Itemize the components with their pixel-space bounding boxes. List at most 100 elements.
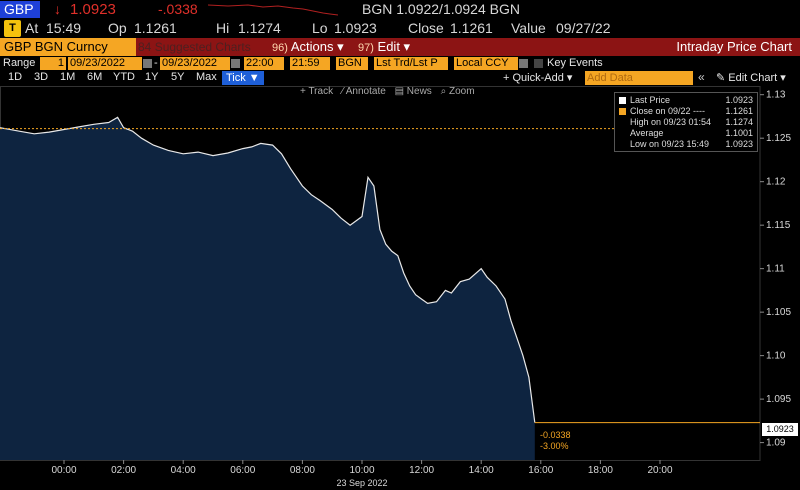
down-arrow-icon: ↓ <box>54 1 61 17</box>
edit-num: 97) <box>358 42 374 54</box>
news-tool[interactable]: ▤ News <box>394 86 432 97</box>
period-max[interactable]: Max <box>196 71 217 83</box>
legend-value: 1.1274 <box>725 117 753 127</box>
last-price-marker: 1.0923 <box>762 423 798 436</box>
y-tick-label: 1.105 <box>766 307 791 318</box>
x-tick-label: 14:00 <box>469 465 494 476</box>
x-tick-label: 16:00 <box>528 465 553 476</box>
chart-tools: + Track ⁄ Annotate ▤ News ⌕ Zoom <box>300 86 481 99</box>
change-value: -0.0338 <box>540 430 571 440</box>
key-events-label: Key Events <box>547 57 603 69</box>
function-toolbar: GBP BGN Curncy 84 Suggested Charts 96) A… <box>0 38 800 56</box>
legend-label: High on 09/23 01:54 <box>630 117 712 127</box>
legend-value: 1.1261 <box>725 106 753 116</box>
open-label: Op <box>108 20 127 36</box>
legend-entry[interactable]: Last Price 1.0923 <box>619 95 755 106</box>
last-time: 15:49 <box>46 20 82 36</box>
price-area <box>0 117 535 461</box>
y-tick-label: 1.095 <box>766 394 791 405</box>
y-tick-label: 1.10 <box>766 351 786 362</box>
suggested-label: Suggested Charts <box>154 40 251 54</box>
edit-chart-button[interactable]: ✎ Edit Chart ▾ <box>716 72 786 84</box>
legend-label: Low on 09/23 15:49 <box>630 139 710 149</box>
legend-entry[interactable]: Low on 09/23 15:49 1.0923 <box>619 139 755 150</box>
y-tick-label: 1.11 <box>766 264 785 275</box>
period-bar: 1D 3D 1M 6M YTD 1Y 5Y Max Tick ▼ + Quick… <box>0 70 800 85</box>
source-field[interactable]: BGN <box>336 57 368 70</box>
currency-select[interactable]: Local CCY <box>454 57 518 70</box>
period-ytd[interactable]: YTD <box>113 71 135 83</box>
high-price: 1.1274 <box>238 20 281 36</box>
legend-entry[interactable]: Close on 09/22 ---- 1.1261 <box>619 106 755 117</box>
zoom-tool[interactable]: ⌕ Zoom <box>440 86 475 97</box>
date-label: 23 Sep 2022 <box>336 478 387 488</box>
dropdown-icon[interactable] <box>519 59 528 68</box>
collapse-icon[interactable]: « <box>698 70 705 84</box>
quick-add-button[interactable]: + Quick-Add ▾ <box>503 72 573 84</box>
start-time-field[interactable]: 22:00 <box>244 57 284 70</box>
legend-label: Average <box>630 128 664 138</box>
x-tick-label: 08:00 <box>290 465 315 476</box>
chart-canvas[interactable]: 1.13 1.125 1.12 1.115 1.11 1.105 1.10 1.095 1.09… <box>0 86 800 490</box>
key-events-checkbox[interactable] <box>534 59 543 68</box>
end-date-field[interactable]: 09/23/2022 <box>160 57 230 70</box>
range-dash: - <box>154 57 158 69</box>
low-label: Lo <box>312 20 328 36</box>
period-5y[interactable]: 5Y <box>171 71 185 83</box>
legend-swatch <box>619 108 626 115</box>
ticker-input[interactable]: GBP <box>0 1 40 18</box>
at-label: At <box>25 20 39 36</box>
period-1d[interactable]: 1D <box>8 71 23 83</box>
x-tick-label: 00:00 <box>51 465 76 476</box>
close-label: Close <box>408 20 444 36</box>
x-tick-label: 10:00 <box>349 465 374 476</box>
close-price: 1.1261 <box>450 20 493 36</box>
suggested-charts-button[interactable]: 84 Suggested Charts <box>138 40 251 54</box>
sparkline <box>208 4 338 16</box>
calendar-icon[interactable] <box>231 59 240 68</box>
actions-menu[interactable]: 96) Actions ▾ <box>272 39 344 54</box>
quote-header: GBP ↓ 1.0923 -.0338 BGN 1.0922/1.0924 BG… <box>0 0 800 19</box>
x-tick-label: 06:00 <box>230 465 255 476</box>
end-time-field[interactable]: 21:59 <box>290 57 330 70</box>
value-label: Value <box>511 20 546 36</box>
y-tick-label: 1.13 <box>766 90 786 101</box>
tick-dropdown[interactable]: Tick ▼ <box>222 71 264 85</box>
legend-entry[interactable]: High on 09/23 01:54 1.1274 <box>619 117 755 128</box>
actions-num: 96) <box>272 42 288 54</box>
edit-label: Edit <box>377 39 400 54</box>
chart-legend[interactable]: Last Price 1.0923 Close on 09/22 ---- 1.126… <box>614 92 758 152</box>
price-type-select[interactable]: Lst Trd/Lst P <box>374 57 448 70</box>
range-label: Range <box>3 57 36 69</box>
x-tick-label: 18:00 <box>588 465 613 476</box>
track-tool[interactable]: + Track <box>300 86 334 97</box>
legend-value: 1.0923 <box>725 95 753 105</box>
open-price: 1.1261 <box>134 20 177 36</box>
actions-label: Actions <box>290 39 334 54</box>
legend-swatch <box>619 119 626 126</box>
legend-swatch <box>619 97 626 104</box>
x-tick-label: 04:00 <box>171 465 196 476</box>
annotate-tool[interactable]: ⁄ Annotate <box>341 86 386 97</box>
legend-entry[interactable]: Average 1.1001 <box>619 128 755 139</box>
period-1y[interactable]: 1Y <box>145 71 159 83</box>
add-data-input[interactable]: Add Data <box>585 71 693 85</box>
period-1m[interactable]: 1M <box>60 71 76 83</box>
period-6m[interactable]: 6M <box>87 71 103 83</box>
security-field[interactable]: GBP BGN Curncy <box>0 38 136 56</box>
x-tick-label: 20:00 <box>647 465 672 476</box>
range-bar: Range 1 09/23/2022 - 09/23/2022 22:00 21… <box>0 56 800 71</box>
period-3d[interactable]: 3D <box>34 71 49 83</box>
range-count-field[interactable]: 1 <box>40 57 66 70</box>
y-tick-label: 1.12 <box>766 177 786 188</box>
legend-label: Close on 09/22 ---- <box>630 106 706 116</box>
suggested-num: 84 <box>138 40 152 54</box>
y-tick-label: 1.115 <box>766 220 791 231</box>
start-date-field[interactable]: 09/23/2022 <box>68 57 142 70</box>
calendar-icon[interactable] <box>143 59 152 68</box>
high-label: Hi <box>216 20 230 36</box>
x-tick-label: 12:00 <box>409 465 434 476</box>
edit-menu[interactable]: 97) Edit ▾ <box>358 39 411 54</box>
x-tick-label: 02:00 <box>111 465 136 476</box>
price-chart[interactable]: 1.13 1.125 1.12 1.115 1.11 1.105 1.10 1.095 1.09… <box>0 86 800 490</box>
